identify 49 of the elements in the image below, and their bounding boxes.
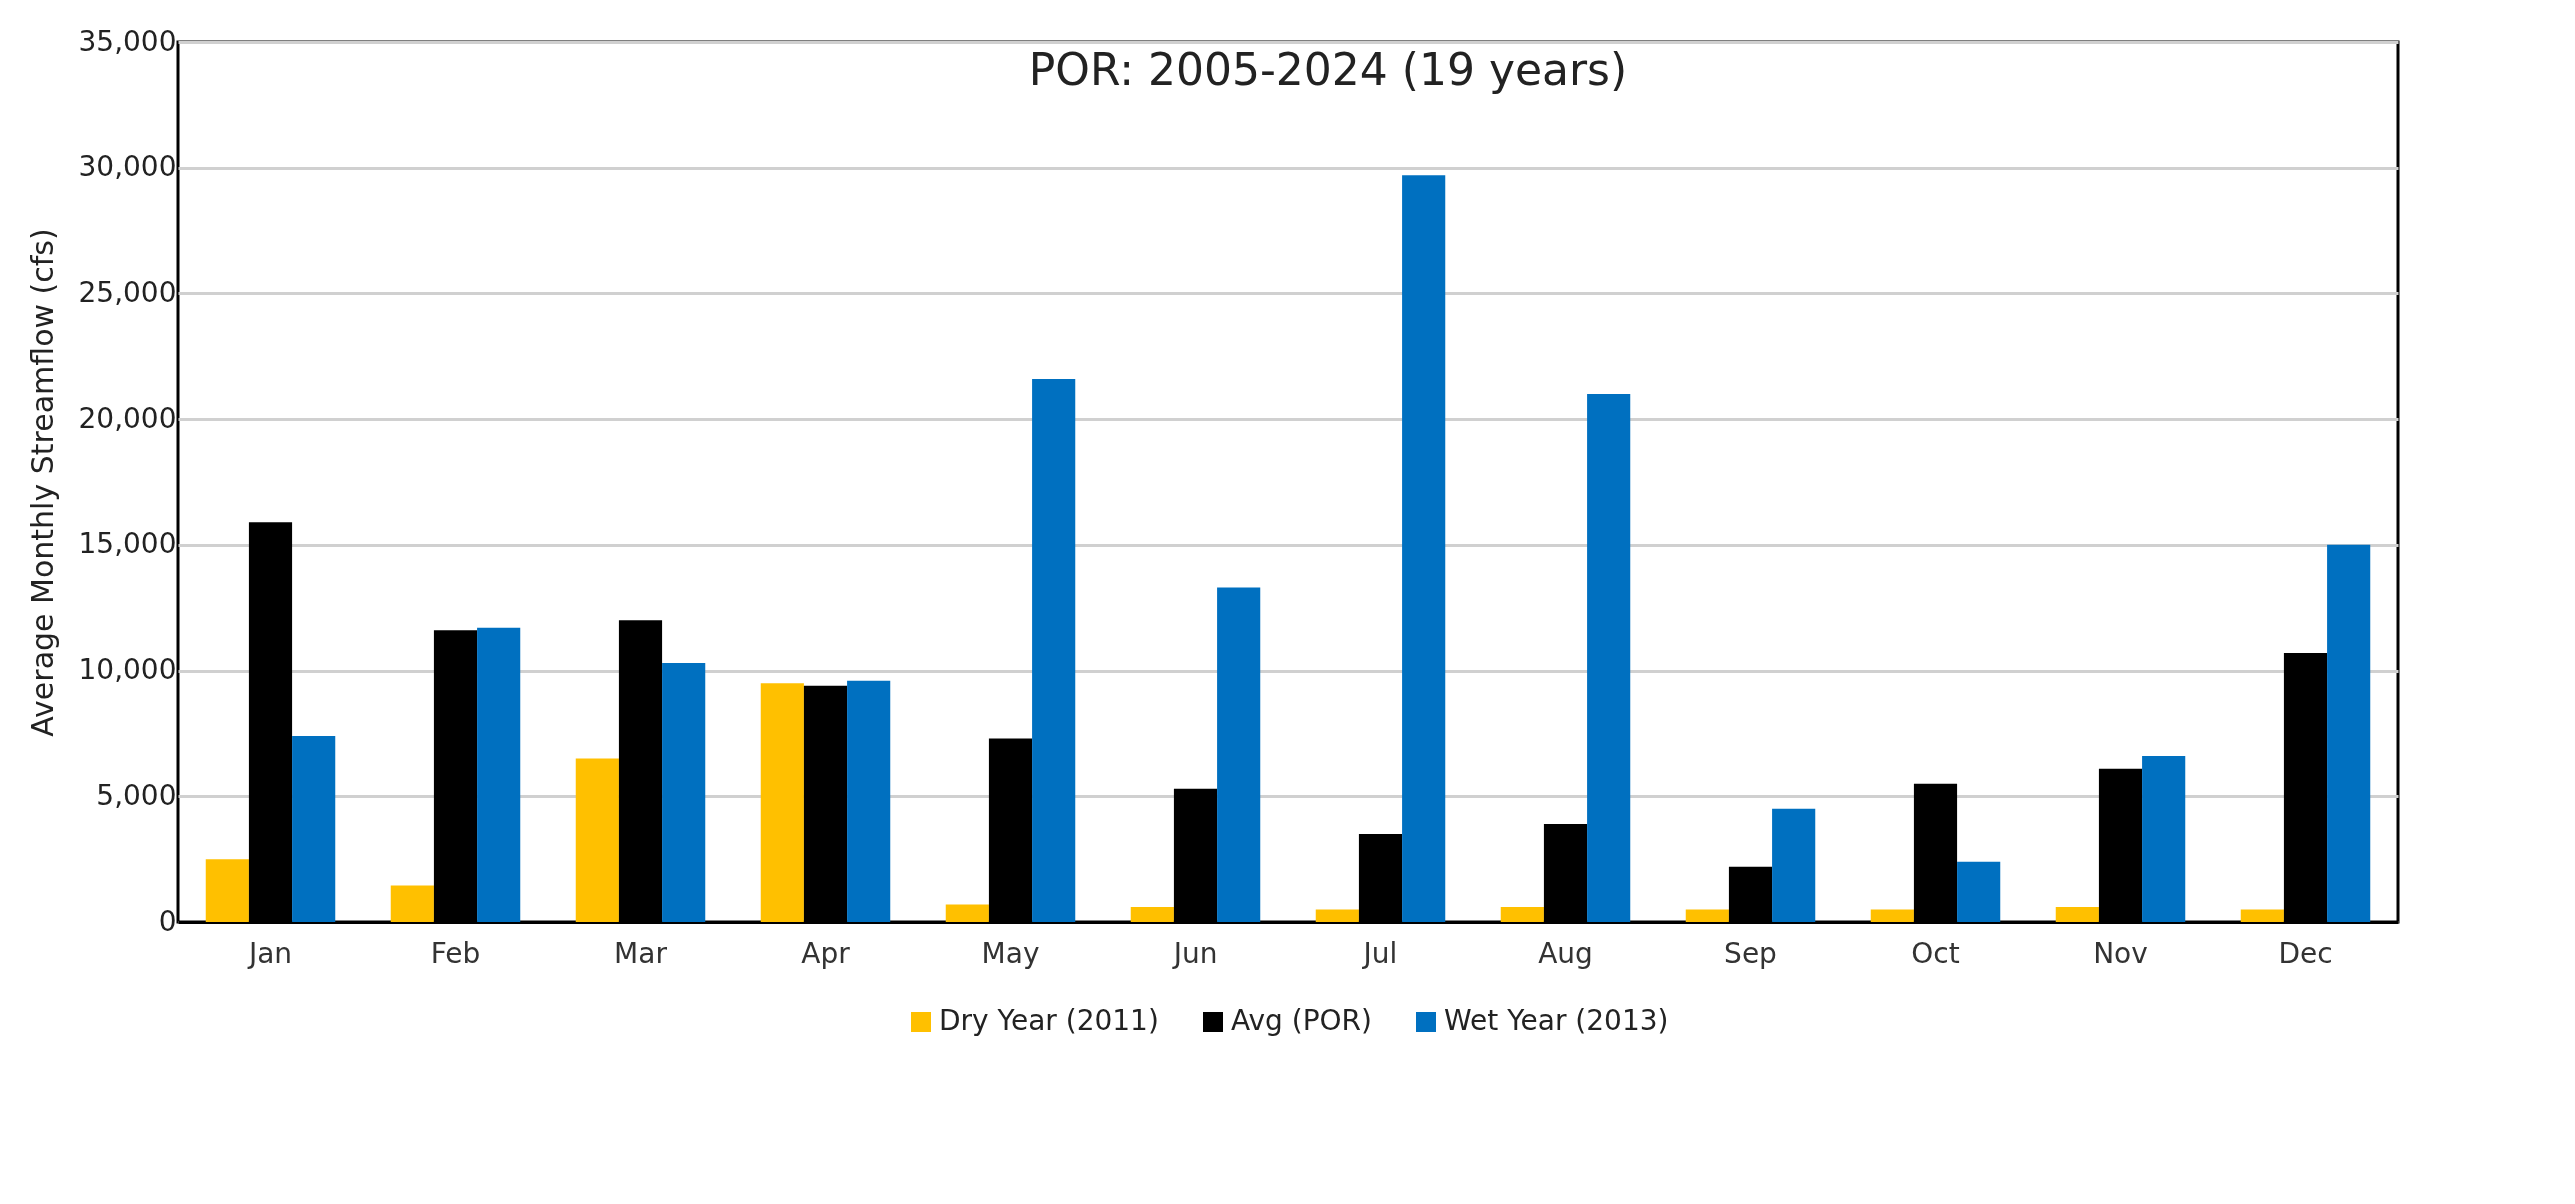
bar [2142, 756, 2186, 922]
bar [2240, 909, 2284, 922]
legend-label: Avg (POR) [1231, 1004, 1372, 1037]
x-tick-label: Dec [2278, 936, 2333, 970]
bar [1685, 909, 1729, 922]
x-tick-label: Aug [1538, 936, 1593, 970]
bar [847, 680, 891, 922]
bar [575, 758, 619, 922]
bar [1500, 906, 1544, 922]
y-tick-label: 0 [158, 904, 177, 938]
bar [1772, 808, 1816, 922]
y-tick-label: 5,000 [96, 778, 177, 812]
bar [390, 885, 434, 922]
y-tick-label: 10,000 [78, 653, 177, 687]
x-tick-label: Jan [246, 936, 293, 970]
x-tick-label: Apr [801, 936, 851, 970]
bar [945, 904, 989, 922]
annotation: POR: 2005-2024 (19 years) [1028, 44, 1628, 95]
bar [2327, 544, 2371, 922]
bar [1315, 909, 1359, 922]
legend-label: Dry Year (2011) [939, 1004, 1159, 1037]
y-tick-label: 15,000 [78, 527, 177, 561]
bar [1870, 909, 1914, 922]
y-tick-label: 20,000 [78, 401, 177, 435]
bar [1032, 378, 1076, 922]
x-tick-label: Sep [1724, 936, 1777, 970]
bar [1217, 587, 1261, 922]
bar [477, 627, 521, 922]
bar [205, 859, 249, 922]
bar [1130, 906, 1174, 922]
bar [1957, 861, 2001, 922]
bar [662, 663, 706, 922]
legend-label: Wet Year (2013) [1444, 1004, 1669, 1037]
x-tick-label: Mar [614, 936, 668, 970]
y-tick-label: 35,000 [78, 24, 177, 58]
x-tick-label: Nov [2093, 936, 2148, 970]
bar [1587, 394, 1631, 922]
x-tick-label: May [981, 936, 1040, 970]
x-tick-label: Jun [1171, 936, 1218, 970]
x-tick-label: Feb [430, 936, 481, 970]
x-tick-label: Jul [1361, 936, 1398, 970]
y-tick-label: 30,000 [78, 150, 177, 184]
x-tick-label: Oct [1911, 936, 1960, 970]
bar [1402, 175, 1446, 922]
y-tick-label: 25,000 [78, 275, 177, 309]
y-axis-title: Average Monthly Streamflow (cfs) [24, 228, 60, 737]
bar [2055, 906, 2099, 922]
bar [292, 735, 336, 922]
bar [760, 683, 804, 922]
